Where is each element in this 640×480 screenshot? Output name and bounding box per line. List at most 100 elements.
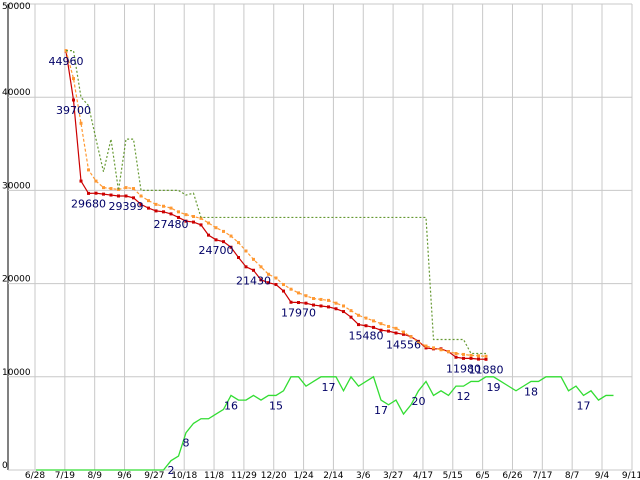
- price-data-label: 17970: [281, 307, 316, 320]
- average-point: [252, 257, 255, 261]
- average-point: [364, 316, 368, 320]
- average-point: [207, 221, 210, 225]
- average-point: [102, 186, 105, 190]
- price-point: [259, 278, 263, 282]
- average-point: [147, 199, 150, 203]
- x-tick-label: 6/26: [502, 471, 522, 480]
- price-point: [484, 357, 488, 361]
- average-point: [432, 346, 435, 350]
- count-series-line: [36, 375, 614, 471]
- count-data-label: 16: [224, 399, 238, 412]
- average-point: [237, 241, 240, 245]
- x-tick-label: 9/11: [622, 471, 640, 480]
- average-point: [462, 352, 465, 356]
- price-point: [237, 256, 240, 260]
- price-point: [139, 202, 143, 206]
- price-data-label: 44960: [49, 55, 84, 68]
- average-point: [297, 291, 300, 295]
- price-point: [402, 332, 405, 336]
- average-point: [357, 313, 360, 317]
- price-point: [162, 210, 165, 214]
- average-point: [162, 204, 165, 208]
- price-point: [184, 219, 188, 223]
- average-point: [214, 226, 218, 230]
- count-data-label: 17: [374, 404, 388, 417]
- average-point: [484, 354, 488, 358]
- average-point: [169, 206, 173, 210]
- count-data-label: 8: [183, 437, 190, 450]
- price-data-label: 29399: [109, 200, 144, 213]
- y-tick-label: 0: [2, 461, 8, 471]
- price-point: [72, 98, 75, 102]
- price-point: [267, 281, 270, 285]
- price-point: [387, 329, 390, 333]
- average-point: [244, 249, 248, 253]
- average-point: [109, 187, 113, 191]
- average-point: [222, 229, 225, 233]
- x-tick-label: 6/5: [475, 471, 489, 480]
- price-point: [169, 212, 173, 216]
- y-axis-tick-labels: 0 10000 20000 30000 40000 50000: [2, 2, 31, 471]
- count-data-label: 15: [269, 399, 283, 412]
- price-data-label: 14556: [386, 338, 421, 351]
- x-axis-tick-labels: 6/28 7/19 8/9 9/6 9/27 10/18 11/8 11/29 12/20 1/2…: [25, 471, 640, 480]
- price-point: [87, 191, 90, 195]
- price-data-label: 27480: [154, 218, 189, 231]
- average-point: [402, 330, 405, 334]
- maximum-series-line: [66, 49, 486, 355]
- average-point: [132, 187, 135, 191]
- average-point: [477, 354, 480, 358]
- price-point: [229, 245, 233, 249]
- price-point: [222, 240, 225, 244]
- price-point: [199, 223, 203, 227]
- average-point: [229, 234, 233, 238]
- x-tick-label: 11/29: [231, 471, 257, 480]
- average-point: [372, 319, 375, 323]
- x-tick-label: 3/27: [383, 471, 403, 480]
- price-point: [252, 268, 255, 272]
- price-point: [477, 357, 480, 361]
- y-tick-label: 20000: [2, 275, 31, 285]
- price-point: [454, 355, 458, 359]
- average-point: [319, 297, 323, 301]
- average-point: [289, 287, 293, 291]
- price-point: [372, 325, 375, 329]
- x-tick-label: 9/27: [144, 471, 164, 480]
- x-tick-label: 7/19: [55, 471, 75, 480]
- data-label-layer: 44960 39700 29680 29399 27480 24700 21430 17970…: [49, 0, 640, 477]
- average-point: [72, 77, 75, 81]
- y-tick-label: 10000: [2, 368, 31, 378]
- x-tick-label: 3/6: [356, 471, 371, 480]
- price-data-label: 29680: [71, 197, 106, 210]
- x-tick-label: 7/17: [532, 471, 552, 480]
- average-point: [139, 194, 143, 198]
- price-point: [282, 289, 285, 293]
- average-point: [454, 352, 458, 355]
- x-tick-label: 9/6: [117, 471, 132, 480]
- price-point: [79, 179, 83, 183]
- price-data-label: 24700: [199, 244, 234, 257]
- price-point: [469, 356, 473, 360]
- average-point: [304, 294, 308, 298]
- price-point: [177, 215, 180, 219]
- price-point: [214, 238, 218, 242]
- price-data-label: 15480: [349, 330, 384, 343]
- price-point: [207, 233, 210, 237]
- x-tick-label: 9/4: [595, 471, 610, 480]
- average-point: [394, 326, 398, 330]
- series-layer: [36, 49, 614, 471]
- price-point: [109, 193, 113, 197]
- average-point: [417, 340, 420, 344]
- average-point: [87, 168, 90, 172]
- x-tick-label: 10/18: [171, 471, 197, 480]
- price-point: [334, 307, 338, 311]
- price-point: [327, 305, 330, 309]
- price-point: [154, 209, 158, 213]
- count-data-label: 17: [322, 381, 336, 394]
- x-tick-label: 4/17: [413, 471, 433, 480]
- x-tick-label: 6/28: [25, 471, 45, 480]
- price-point: [357, 323, 360, 327]
- price-data-label: 21430: [236, 274, 271, 287]
- average-point: [409, 335, 413, 339]
